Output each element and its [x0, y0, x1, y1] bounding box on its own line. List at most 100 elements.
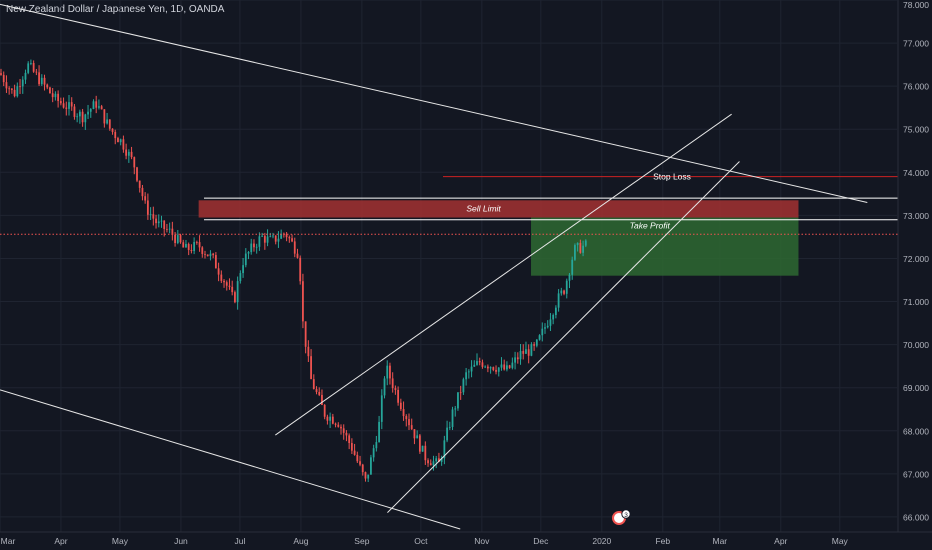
price-tick-label: 76.000 [903, 82, 929, 92]
time-tick-label: Apr [774, 536, 787, 546]
candle-body [16, 86, 19, 97]
candle-body [277, 238, 280, 242]
candle-body [59, 101, 62, 104]
candle-body [478, 361, 481, 363]
candle-body [244, 253, 247, 266]
candle-body [117, 138, 119, 143]
candle-body [410, 425, 413, 430]
candle-body [51, 93, 54, 98]
candle-body [195, 242, 198, 243]
candle-body [21, 79, 24, 87]
candle-body [92, 101, 95, 110]
candle-body [571, 259, 574, 275]
candle-body [372, 448, 375, 458]
candle-body [530, 344, 533, 356]
candle-body [255, 246, 258, 248]
candle-body [187, 243, 190, 250]
candle-body [312, 379, 315, 390]
price-tick-label: 70.000 [903, 340, 929, 350]
candle-body [155, 218, 157, 224]
candle-body [331, 416, 334, 424]
candle-body [492, 367, 495, 370]
events-badge: 3 [612, 509, 631, 525]
candle-body [261, 235, 264, 237]
candle-body [247, 252, 250, 254]
candle-body [402, 409, 405, 417]
candle-body [13, 89, 16, 97]
candle-body [405, 416, 408, 420]
symbol-title: New Zealand Dollar / Japanese Yen, 1D, O… [6, 4, 225, 15]
time-tick-label: Sep [354, 536, 369, 546]
candle-body [522, 351, 525, 354]
candle-body [432, 461, 435, 466]
candle-body [280, 233, 283, 239]
candle-body [361, 464, 364, 473]
candle-body [473, 364, 476, 367]
candle-body [484, 366, 487, 368]
candle-body [146, 200, 149, 215]
candle-body [231, 286, 234, 293]
candle-body [127, 151, 130, 156]
candle-body [168, 228, 171, 230]
candle-body [253, 243, 255, 248]
candle-body [533, 344, 536, 346]
candle-body [506, 365, 508, 370]
candle-body [122, 139, 125, 150]
candle-body [291, 238, 293, 242]
price-tick-label: 67.000 [903, 469, 929, 479]
candle-body [201, 247, 204, 254]
price-tick-label: 77.000 [903, 39, 929, 49]
candle-body [125, 149, 128, 156]
candle-body [19, 86, 21, 88]
candle-body [190, 249, 193, 252]
candle-body [318, 391, 321, 395]
candle-body [489, 367, 492, 369]
price-tick-label: 78.000 [903, 0, 929, 10]
candle-body [212, 253, 215, 256]
candle-body [538, 335, 541, 340]
candle-body [133, 157, 136, 168]
candle-body [486, 366, 489, 369]
trendline [0, 389, 461, 530]
candle-body [296, 253, 299, 258]
candle-body [448, 426, 451, 428]
candle-body [40, 77, 43, 85]
trendline [0, 3, 868, 203]
candle-body [364, 472, 367, 479]
candle-body [299, 257, 302, 282]
zone-label: Take Profit [630, 221, 671, 231]
candle-body [541, 328, 544, 336]
candle-body [527, 349, 530, 356]
candle-body [65, 107, 68, 109]
candle-body [342, 428, 345, 433]
candle-body [293, 241, 296, 254]
candle-body [370, 457, 372, 475]
time-tick-label: Mar [712, 536, 727, 546]
candle-body [84, 114, 87, 123]
time-tick-label: Apr [54, 536, 67, 546]
candle-body [394, 388, 397, 390]
candle-body [552, 315, 555, 320]
candle-body [27, 63, 30, 73]
candle-body [443, 440, 446, 459]
event-count-bubble [621, 509, 631, 519]
candle-body [198, 242, 201, 248]
candle-body [310, 356, 312, 380]
candle-body [514, 357, 516, 363]
candle-body [285, 233, 288, 238]
candle-body [446, 427, 448, 441]
time-tick-label: May [832, 536, 849, 546]
candle-body [497, 367, 500, 372]
candle-body [462, 379, 465, 393]
candle-body [459, 392, 462, 394]
price-axis-bg [898, 0, 932, 550]
candle-body [470, 366, 473, 372]
candle-body [174, 234, 176, 243]
candle-body [78, 111, 81, 117]
candle-body [141, 187, 144, 197]
candle-body [160, 220, 163, 222]
candle-body [511, 362, 514, 368]
candle-body [345, 432, 348, 436]
candle-body [302, 281, 304, 322]
